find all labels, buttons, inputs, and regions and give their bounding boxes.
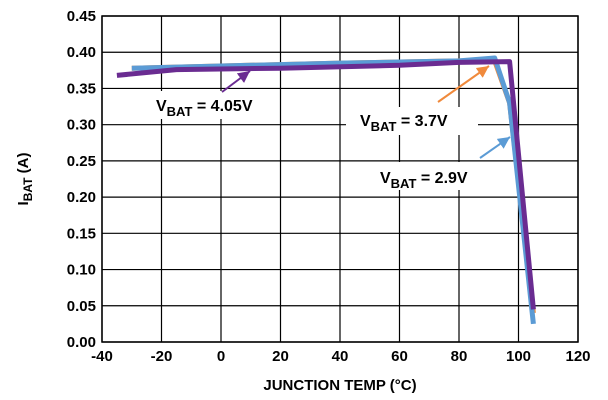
series-line-3 — [116, 59, 536, 310]
annotation-label: VBAT = 2.9V — [380, 170, 468, 191]
annotation-arrow — [479, 136, 511, 159]
annotation-background — [150, 91, 278, 119]
y-tick-label: 0.25 — [67, 153, 96, 170]
annotation-background — [346, 107, 478, 135]
annotation-arrow — [221, 70, 251, 93]
y-tick-label: 0.45 — [67, 8, 96, 25]
y-tick-label: 0.20 — [67, 189, 96, 206]
annotation-background — [374, 162, 508, 190]
x-tick-label: 40 — [332, 348, 349, 365]
x-tick-label: 100 — [506, 348, 531, 365]
y-tick-label: 0.10 — [67, 262, 96, 279]
annotation-label: VBAT = 3.7V — [360, 113, 448, 134]
plot-frame — [101, 15, 579, 343]
x-tick-label: 0 — [217, 348, 225, 365]
annotation-label: VBAT = 4.05V — [156, 98, 253, 119]
y-tick-label: 0.40 — [67, 44, 96, 61]
x-tick-label: 120 — [565, 348, 590, 365]
x-axis-title: JUNCTION TEMP (°C) — [263, 377, 416, 394]
y-tick-label: 0.35 — [67, 80, 96, 97]
series-layer — [116, 55, 536, 325]
annotation-arrow — [437, 65, 490, 103]
tick-labels: -40 -20 0 20 40 60 80 100 120 0.00 0.05 0.10 0.15 0.2… — [67, 8, 591, 365]
x-tick-label: 80 — [451, 348, 468, 365]
y-axis-title: IBAT (A) — [15, 153, 35, 206]
x-tick-label: 60 — [391, 348, 408, 365]
annotation-layer: VBAT = 4.05V VBAT = 3.7V VBAT = 2.9V — [150, 65, 511, 191]
y-tick-label: 0.30 — [67, 117, 96, 134]
x-tick-label: -40 — [91, 348, 113, 365]
y-tick-label: 0.05 — [67, 298, 96, 315]
x-tick-label: -20 — [151, 348, 173, 365]
y-tick-label: 0.00 — [67, 334, 96, 351]
grid-lines — [101, 15, 579, 343]
x-tick-label: 20 — [272, 348, 289, 365]
y-tick-label: 0.15 — [67, 225, 96, 242]
